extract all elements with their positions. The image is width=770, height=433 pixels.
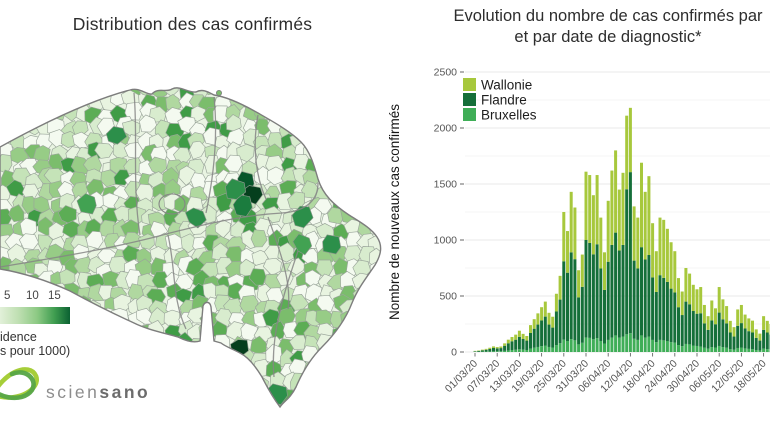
bars <box>473 107 770 352</box>
sciensano-logo-text: sciensano <box>46 382 151 402</box>
y-tick-label: 1000 <box>434 235 458 247</box>
province-border <box>272 250 299 378</box>
province-border <box>267 216 290 310</box>
hotspot-commune <box>322 234 342 255</box>
map-legend-ticks: 5 10 15 <box>0 290 90 304</box>
stacked-bar-chart: 0 500 1000 1500 2000 2500 Nombre de nouveaux c… <box>387 67 770 395</box>
legend-swatch-flandre <box>463 93 476 106</box>
hotspot-commune <box>291 205 314 229</box>
legend-tick-5: 5 <box>4 290 11 302</box>
x-axis: 01/03/2007/03/2013/03/2019/03/2025/03/20… <box>443 353 769 395</box>
y-tick-label: 500 <box>439 291 457 303</box>
province-border <box>254 114 267 200</box>
sciensano-swirl-icon <box>0 367 39 401</box>
province-border <box>0 182 319 268</box>
legend-label-wallonie: Wallonie <box>481 78 532 93</box>
y-axis-title: Nombre de nouveaux cas confirmés <box>387 104 402 320</box>
map-legend-caption: idence s pour 1000) <box>0 330 71 358</box>
hotspot-commune <box>225 178 247 200</box>
legend-label-flandre: Flandre <box>481 93 527 108</box>
province-border <box>167 234 187 330</box>
baarle-exclave-dot <box>215 90 222 96</box>
province-border <box>133 92 141 236</box>
y-axis: 0 500 1000 1500 2000 2500 <box>434 67 464 359</box>
map-legend-caption-line2: s pour 1000) <box>0 343 71 358</box>
hotspot-commune <box>292 233 313 256</box>
hotspot-commune <box>105 126 128 145</box>
belgium-outline <box>0 87 382 409</box>
hotspot-commune <box>301 373 323 392</box>
chart-title-line1: Evolution du nombre de cas confirmés par <box>453 7 763 25</box>
province-border <box>205 96 217 214</box>
y-tick-label: 0 <box>451 347 457 359</box>
legend-tick-15: 15 <box>48 290 61 302</box>
y-tick-label: 1500 <box>434 179 458 191</box>
legend-label-bruxelles: Bruxelles <box>481 108 537 123</box>
y-tick-label: 2500 <box>434 67 458 79</box>
legend-swatch-bruxelles <box>463 108 476 121</box>
legend-swatch-wallonie <box>463 78 476 91</box>
map-panel: Distribution des cas confirmés 5 10 15 i… <box>0 14 382 412</box>
map-legend-caption-line1: idence <box>0 330 37 344</box>
hotspot-commune <box>350 198 369 217</box>
brussels-region-border <box>158 193 186 215</box>
chart-title-line2: et par date de diagnostic* <box>514 28 702 46</box>
sciensano-logo: sciensano <box>0 360 200 412</box>
map-legend-gradient-bar <box>0 307 70 324</box>
map-title: Distribution des cas confirmés <box>72 14 313 34</box>
belgium-choropleth-map <box>0 87 382 409</box>
legend-tick-10: 10 <box>26 290 39 302</box>
chart-title: Evolution du nombre de cas confirmés par… <box>390 6 770 48</box>
bar-chart-panel: Evolution du nombre de cas confirmés par… <box>385 0 770 433</box>
y-tick-label: 2000 <box>434 123 458 135</box>
hotspot-commune <box>184 207 207 229</box>
hotspot-commune <box>76 193 97 215</box>
